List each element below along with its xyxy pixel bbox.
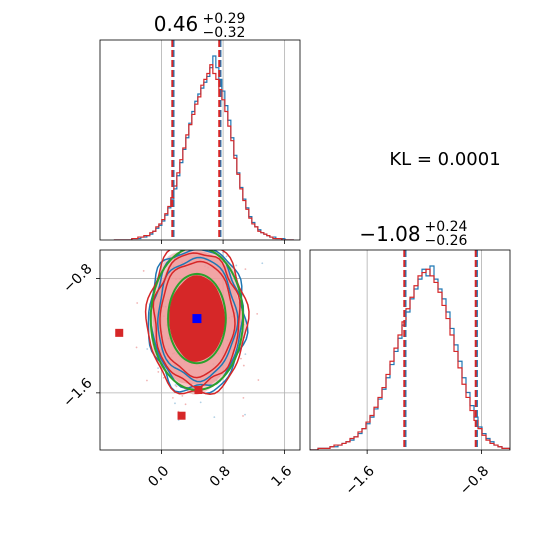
hist-param-2-panel: −1.6 −0.8 −1.08 +0.24 −0.26: [309, 219, 511, 498]
joint-2d-sample-dot: [227, 242, 229, 244]
joint-2d-y-tick-label-0: −0.8: [60, 261, 95, 296]
joint-2d-frame: [99, 249, 301, 451]
joint-2d-sample-dot: [146, 379, 148, 382]
title-param-1: 0.46: [154, 12, 199, 36]
joint-2d-sample-dot: [174, 244, 176, 246]
joint-2d-sample-dot: [141, 198, 143, 200]
hist-param-2-series-b: [310, 268, 510, 450]
joint-2d-sample-dot: [124, 461, 126, 463]
joint-2d-outlier-1: [177, 411, 186, 420]
joint-2d-sample-dot: [242, 415, 244, 417]
kl-annotation: KL = 0.0001: [389, 149, 500, 170]
joint-2d-sample-dot: [175, 385, 178, 388]
joint-2d-sample-dot: [242, 227, 244, 229]
title-param-2: −1.08: [359, 222, 420, 246]
hist-param-1-panel: 0.46 +0.29 −0.32: [99, 11, 301, 244]
joint-2d-contour-a-2: [157, 256, 239, 383]
joint-2d-sample-dot: [181, 395, 184, 397]
joint-2d-sample-dot: [174, 384, 177, 386]
joint-2d-contour-b-1: [152, 252, 241, 389]
joint-2d-x-tick-label-1: 0.8: [207, 463, 234, 490]
title-param-2-plus: +0.24: [425, 219, 468, 235]
joint-2d-reference-contour-1: [167, 272, 227, 365]
title-param-2-minus: −0.26: [425, 233, 468, 249]
joint-2d-sample-dot: [182, 182, 184, 184]
joint-2d-outlier-2: [194, 386, 203, 394]
joint-2d-panel: 0.0 0.8 1.6 −0.8 −1.6: [60, 182, 301, 490]
title-param-1-plus: +0.29: [203, 11, 246, 27]
joint-2d-y-tick-label-1: −1.6: [60, 375, 95, 410]
hist-param-2-x-tick-label-0: −1.6: [343, 463, 378, 498]
joint-2d-sample-dot: [235, 264, 238, 267]
joint-2d-sample-dot: [162, 376, 165, 379]
joint-2d-sample-dot: [171, 396, 174, 399]
joint-2d-sample-dot: [242, 396, 245, 399]
joint-2d-x-tick-label-2: 1.6: [268, 463, 295, 490]
joint-2d-sample-dot: [204, 244, 206, 246]
joint-2d-sample-dot: [157, 371, 160, 373]
joint-2d-sample-dot: [168, 246, 170, 248]
joint-2d-contour-b-2: [159, 260, 236, 379]
joint-2d-sample-dot: [146, 247, 148, 249]
joint-2d-reference-contour-0: [149, 250, 245, 392]
joint-2d-sample-dot: [225, 255, 228, 258]
title-param-1-minus: −0.32: [203, 25, 246, 41]
joint-2d-sample-dot: [203, 244, 205, 246]
hist-param-2-x-tick-label-1: −0.8: [457, 463, 492, 498]
joint-2d-sample-dot: [203, 191, 205, 193]
joint-2d-sample-dot: [157, 367, 159, 370]
joint-2d-sample-dot: [244, 268, 247, 270]
joint-2d-outlier-0: [115, 328, 124, 337]
joint-2d-sample-dot: [240, 357, 242, 360]
hist-param-1-series-b: [113, 64, 294, 240]
hist-param-2-frame: [309, 249, 511, 451]
hist-param-2-series-a: [310, 265, 510, 450]
joint-2d-contour-a-0: [147, 250, 249, 395]
joint-2d-sample-dot: [213, 416, 216, 419]
joint-2d-sample-dot: [257, 379, 260, 381]
joint-2d-sample-dot: [213, 247, 215, 249]
joint-2d-sample-dot: [184, 403, 187, 406]
joint-2d-sample-dot: [199, 401, 202, 404]
joint-2d-sample-dot: [244, 353, 247, 356]
joint-2d-sample-dot: [142, 270, 145, 272]
hist-param-1-frame: [99, 39, 301, 241]
joint-2d-sample-dot: [247, 242, 249, 244]
joint-2d-sample-dot: [242, 364, 245, 367]
joint-2d-x-tick-label-0: 0.0: [145, 463, 172, 490]
joint-2d-sample-dot: [256, 312, 259, 315]
joint-2d-sample-dot: [244, 413, 246, 416]
joint-2d-sample-dot: [174, 402, 176, 405]
joint-2d-sample-dot: [135, 346, 138, 349]
joint-2d-sample-dot: [261, 262, 264, 265]
joint-2d-sample-dot: [136, 302, 139, 304]
joint-2d-sample-dot: [182, 217, 184, 219]
joint-2d-sample-dot: [146, 348, 149, 350]
joint-2d-center-marker: [192, 314, 202, 324]
